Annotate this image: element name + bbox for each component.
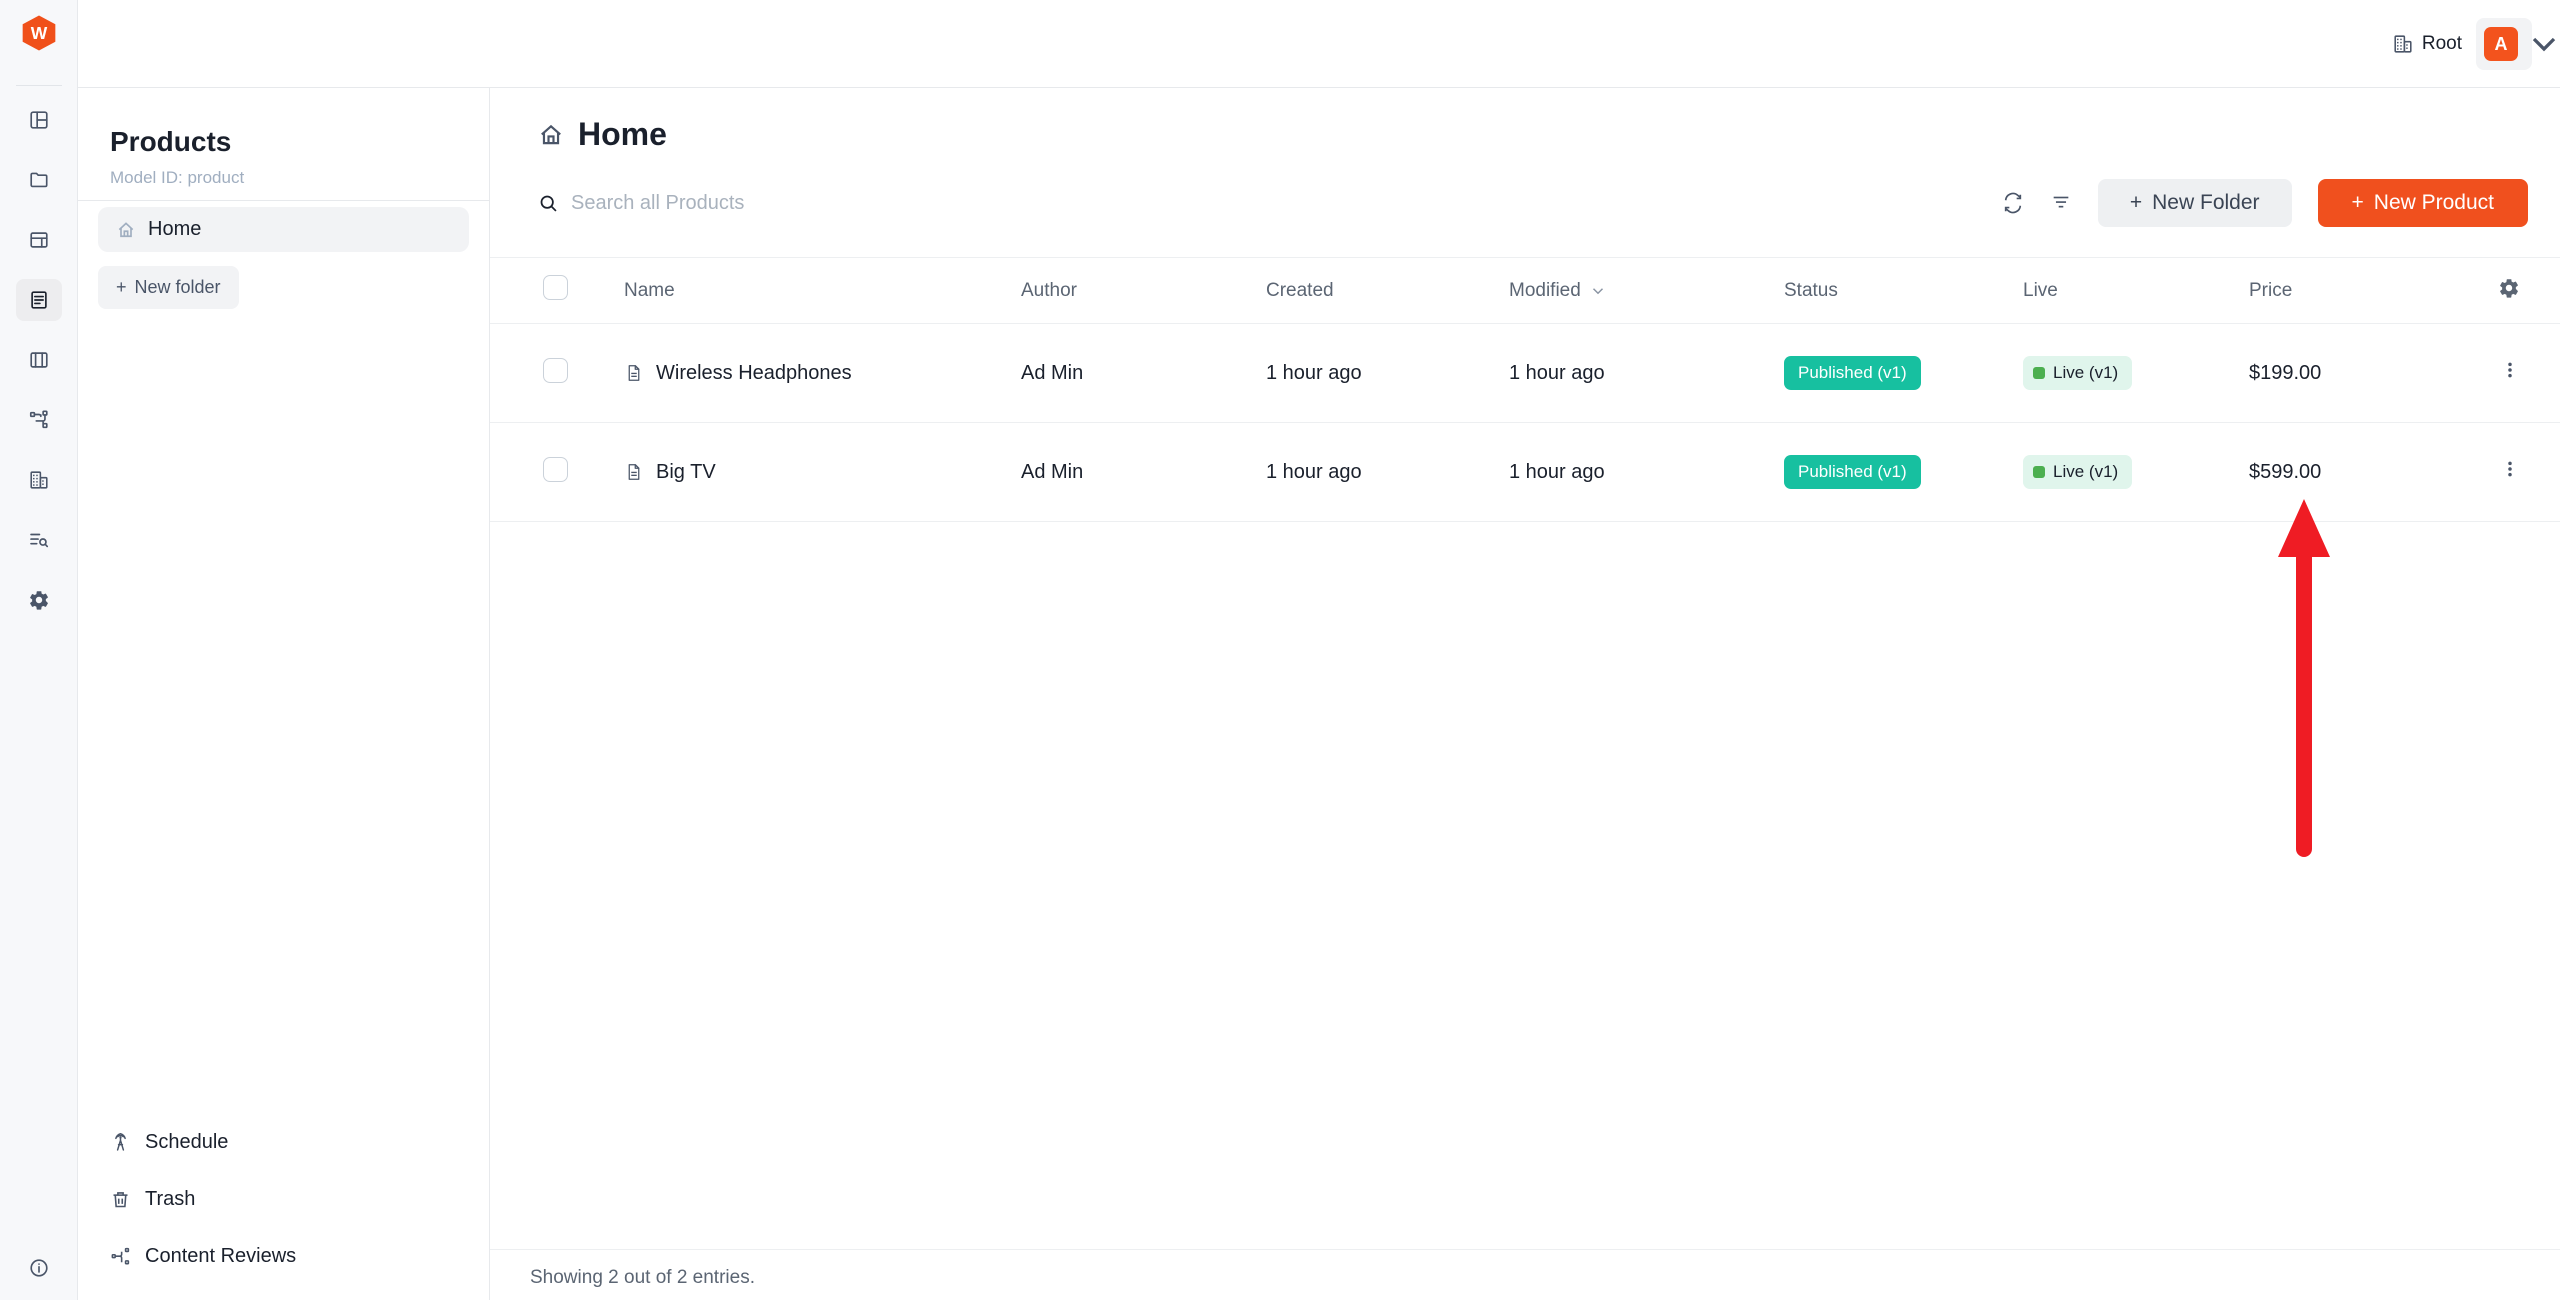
svg-text:W: W bbox=[31, 23, 48, 43]
